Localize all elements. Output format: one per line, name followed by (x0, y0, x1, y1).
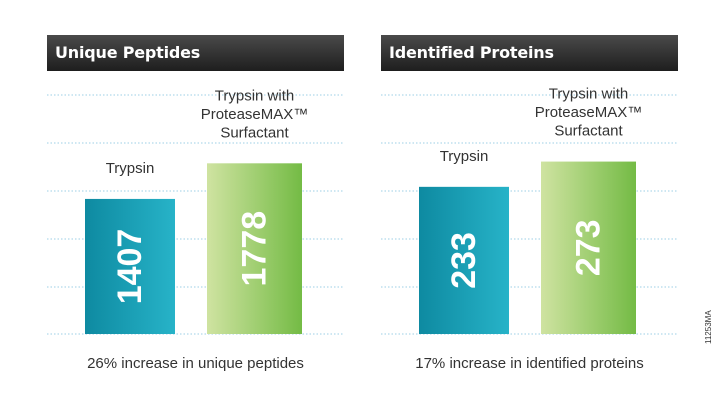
bar (419, 186, 509, 334)
category-label: Surfactant (220, 124, 289, 141)
category-label: Trypsin (106, 160, 155, 177)
category-label: Trypsin with (215, 87, 294, 104)
chart-panel-proteins: Identified Proteins 233 Trypsin 273 Trypsin… (381, 35, 678, 375)
chart-caption: 17% increase in identified proteins (415, 355, 644, 372)
chart-caption: 26% increase in unique peptides (87, 355, 304, 372)
chart-title: Identified Proteins (381, 35, 678, 71)
data-label: 273 (570, 219, 608, 276)
category-label: Surfactant (554, 123, 623, 140)
figure-code: 11253MA (704, 310, 713, 344)
chart-title: Unique Peptides (47, 35, 344, 71)
data-label: 1778 (236, 211, 274, 287)
bar (541, 161, 636, 334)
data-label: 233 (445, 232, 483, 289)
category-label: ProteaseMAX™ (535, 104, 643, 121)
chart-panel-peptides: Unique Peptides 1407 Trypsin 1778 Trypsin w… (47, 35, 344, 375)
category-label: Trypsin (440, 148, 489, 165)
data-label: 1407 (111, 229, 149, 305)
bar (85, 198, 175, 334)
category-label: ProteaseMAX™ (201, 106, 309, 123)
bar-chart-peptides: 1407 Trypsin 1778 Trypsin with ProteaseMAX™S… (47, 87, 344, 335)
bar (207, 163, 302, 334)
category-label: Trypsin with (549, 86, 628, 103)
